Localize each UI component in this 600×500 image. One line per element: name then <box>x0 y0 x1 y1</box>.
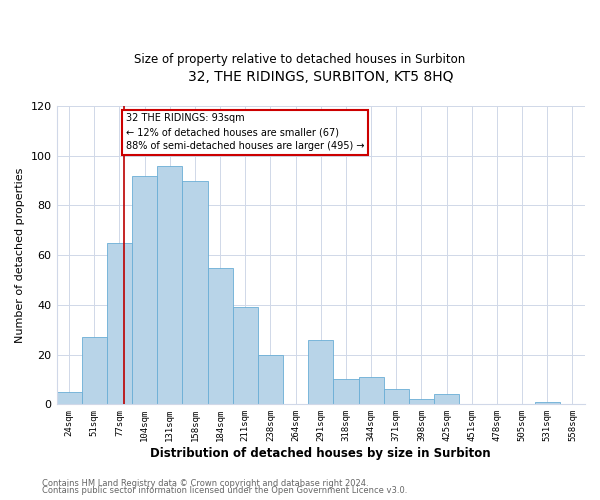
Text: 32 THE RIDINGS: 93sqm
← 12% of detached houses are smaller (67)
88% of semi-deta: 32 THE RIDINGS: 93sqm ← 12% of detached … <box>126 114 364 152</box>
Bar <box>208 268 233 404</box>
Bar <box>56 392 82 404</box>
Bar <box>182 180 208 404</box>
Text: Contains HM Land Registry data © Crown copyright and database right 2024.: Contains HM Land Registry data © Crown c… <box>42 478 368 488</box>
Bar <box>82 337 107 404</box>
Bar <box>157 166 182 404</box>
Y-axis label: Number of detached properties: Number of detached properties <box>15 168 25 343</box>
Bar <box>308 340 334 404</box>
Bar <box>409 400 434 404</box>
Bar <box>107 242 132 404</box>
Bar <box>383 390 409 404</box>
Bar <box>334 380 359 404</box>
Bar <box>132 176 157 404</box>
Bar <box>535 402 560 404</box>
Title: 32, THE RIDINGS, SURBITON, KT5 8HQ: 32, THE RIDINGS, SURBITON, KT5 8HQ <box>188 70 454 84</box>
Bar <box>359 377 383 404</box>
Bar <box>233 308 258 404</box>
Bar <box>434 394 459 404</box>
Text: Size of property relative to detached houses in Surbiton: Size of property relative to detached ho… <box>134 52 466 66</box>
X-axis label: Distribution of detached houses by size in Surbiton: Distribution of detached houses by size … <box>151 447 491 460</box>
Text: Contains public sector information licensed under the Open Government Licence v3: Contains public sector information licen… <box>42 486 407 495</box>
Bar <box>258 354 283 405</box>
